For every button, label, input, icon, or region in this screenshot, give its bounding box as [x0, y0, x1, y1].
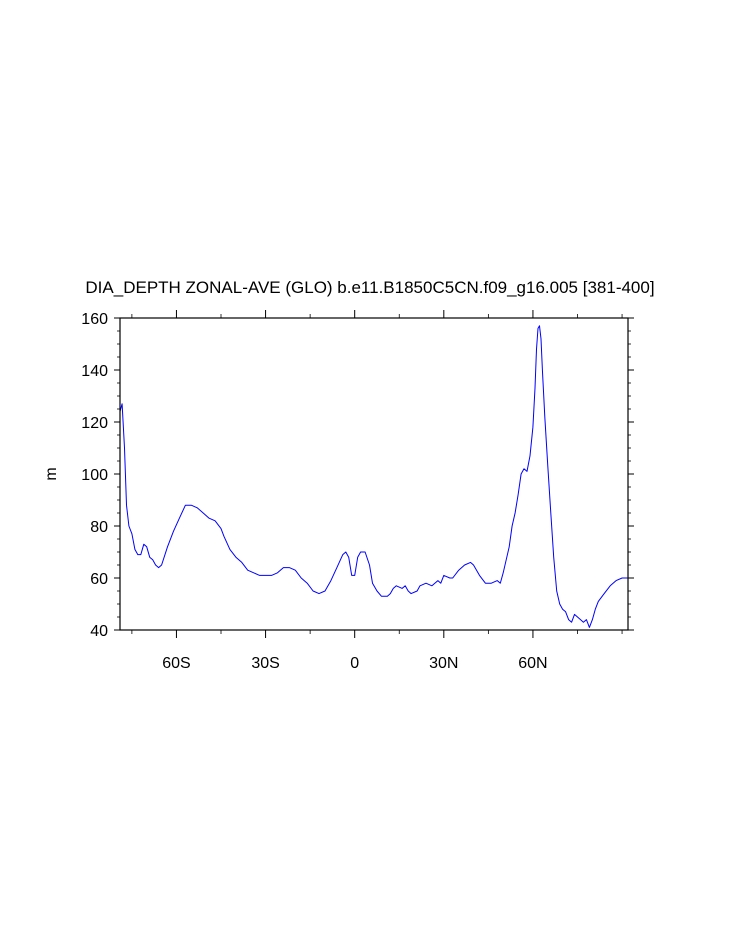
chart-title: DIA_DEPTH ZONAL-AVE (GLO) b.e11.B1850C5C…: [85, 278, 654, 297]
y-tick-label: 80: [90, 519, 108, 536]
y-tick-label: 40: [90, 623, 108, 640]
axes: 40 60 80 100 120 140 160 60S 30S 0 30N 60N: [81, 310, 634, 672]
plot-frame: [119, 317, 629, 631]
y-tick-label: 160: [81, 311, 108, 328]
series-group: [119, 325, 628, 628]
y-tick-label: 100: [81, 467, 108, 484]
y-tick-label: 140: [81, 363, 108, 380]
x-tick-label: 60N: [518, 655, 547, 672]
series-line: [119, 325, 628, 628]
x-tick-label: 0: [350, 655, 359, 672]
x-tick-label: 30S: [251, 655, 279, 672]
y-tick-label: 60: [90, 571, 108, 588]
x-tick-label: 30N: [429, 655, 458, 672]
x-tick-label: 60S: [162, 655, 190, 672]
y-tick-label: 120: [81, 415, 108, 432]
y-axis-label: m: [43, 467, 60, 480]
